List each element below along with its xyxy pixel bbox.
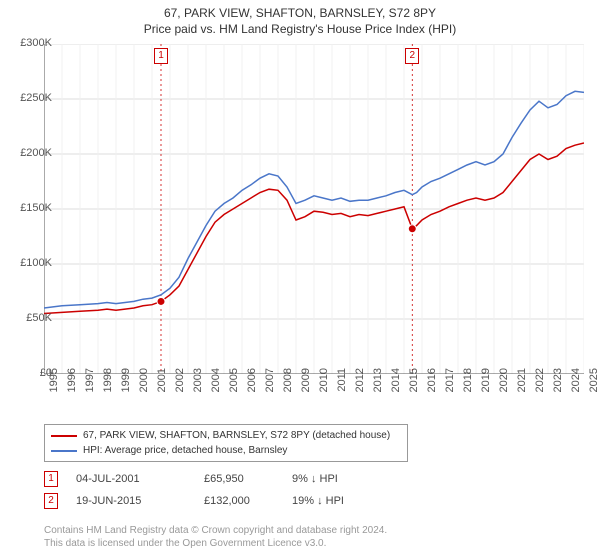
chart-subtitle: Price paid vs. HM Land Registry's House …	[0, 20, 600, 36]
x-tick-label: 2019	[480, 368, 492, 408]
legend-row: 67, PARK VIEW, SHAFTON, BARNSLEY, S72 8P…	[51, 428, 401, 443]
sale-price: £65,950	[204, 473, 274, 485]
x-tick-label: 2022	[534, 368, 546, 408]
x-tick-label: 1999	[120, 368, 132, 408]
x-tick-label: 2002	[174, 368, 186, 408]
y-tick-label: £250K	[4, 92, 52, 104]
x-tick-label: 1995	[48, 368, 60, 408]
x-tick-label: 2016	[426, 368, 438, 408]
x-tick-label: 2020	[498, 368, 510, 408]
x-tick-label: 2025	[588, 368, 600, 408]
y-tick-label: £200K	[4, 147, 52, 159]
y-tick-label: £0	[4, 367, 52, 379]
x-tick-label: 2011	[336, 368, 348, 408]
footer: Contains HM Land Registry data © Crown c…	[44, 524, 387, 550]
x-tick-label: 2014	[390, 368, 402, 408]
legend-swatch	[51, 435, 77, 437]
chart-svg	[44, 44, 584, 374]
x-tick-label: 1996	[66, 368, 78, 408]
x-tick-label: 2007	[264, 368, 276, 408]
sale-marker-index: 1	[154, 48, 168, 64]
x-tick-label: 2001	[156, 368, 168, 408]
x-tick-label: 2012	[354, 368, 366, 408]
y-tick-label: £150K	[4, 202, 52, 214]
x-tick-label: 1998	[102, 368, 114, 408]
x-tick-label: 2018	[462, 368, 474, 408]
x-tick-label: 2015	[408, 368, 420, 408]
x-tick-label: 2013	[372, 368, 384, 408]
x-tick-label: 2005	[228, 368, 240, 408]
sale-date: 19-JUN-2015	[76, 495, 186, 507]
sale-index-box: 1	[44, 471, 58, 487]
x-tick-label: 1997	[84, 368, 96, 408]
legend-label: HPI: Average price, detached house, Barn…	[83, 443, 287, 458]
sales-table: 1 04-JUL-2001 £65,950 9% ↓ HPI 2 19-JUN-…	[44, 468, 402, 512]
y-tick-label: £300K	[4, 37, 52, 49]
x-tick-label: 2006	[246, 368, 258, 408]
plot-area	[44, 44, 584, 374]
footer-line: Contains HM Land Registry data © Crown c…	[44, 524, 387, 537]
y-tick-label: £100K	[4, 257, 52, 269]
y-tick-label: £50K	[4, 312, 52, 324]
x-tick-label: 2004	[210, 368, 222, 408]
sale-row: 1 04-JUL-2001 £65,950 9% ↓ HPI	[44, 468, 402, 490]
sale-row: 2 19-JUN-2015 £132,000 19% ↓ HPI	[44, 490, 402, 512]
x-tick-label: 2010	[318, 368, 330, 408]
x-tick-label: 2009	[300, 368, 312, 408]
x-tick-label: 2000	[138, 368, 150, 408]
footer-line: This data is licensed under the Open Gov…	[44, 537, 387, 550]
x-tick-label: 2008	[282, 368, 294, 408]
sale-marker-index: 2	[405, 48, 419, 64]
sale-price: £132,000	[204, 495, 274, 507]
sale-index-box: 2	[44, 493, 58, 509]
sale-diff: 9% ↓ HPI	[292, 473, 402, 485]
sale-date: 04-JUL-2001	[76, 473, 186, 485]
legend-label: 67, PARK VIEW, SHAFTON, BARNSLEY, S72 8P…	[83, 428, 390, 443]
x-tick-label: 2024	[570, 368, 582, 408]
legend-swatch	[51, 450, 77, 452]
sale-diff: 19% ↓ HPI	[292, 495, 402, 507]
legend: 67, PARK VIEW, SHAFTON, BARNSLEY, S72 8P…	[44, 424, 408, 462]
x-tick-label: 2003	[192, 368, 204, 408]
chart-title: 67, PARK VIEW, SHAFTON, BARNSLEY, S72 8P…	[0, 0, 600, 20]
legend-row: HPI: Average price, detached house, Barn…	[51, 443, 401, 458]
x-tick-label: 2021	[516, 368, 528, 408]
x-tick-label: 2023	[552, 368, 564, 408]
x-tick-label: 2017	[444, 368, 456, 408]
